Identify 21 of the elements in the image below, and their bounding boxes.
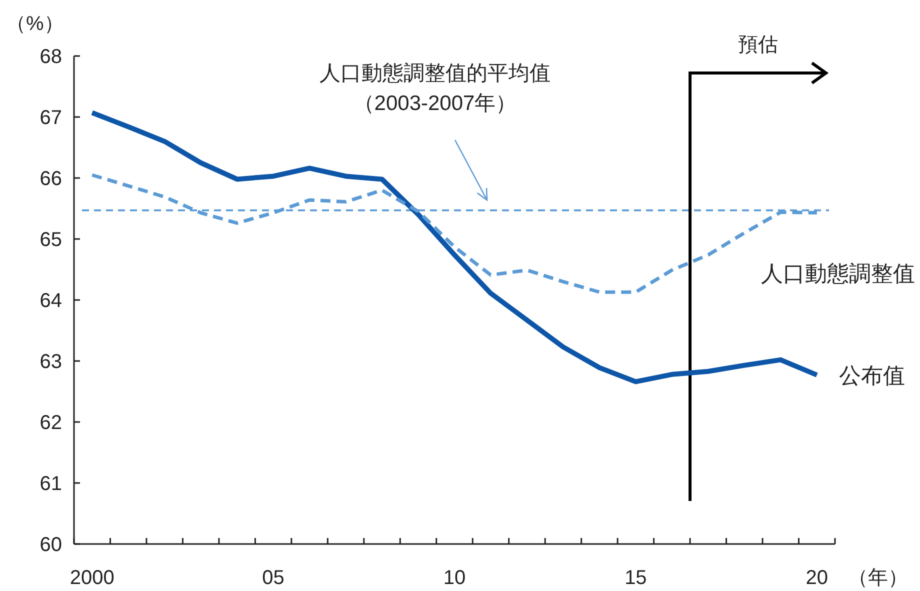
x-tick-label: 15: [624, 567, 647, 589]
y-tick-label: 67: [40, 107, 62, 129]
ref-line-label: 預估: [738, 34, 778, 56]
y-tick-label: 65: [40, 229, 62, 251]
x-tick-label: 10: [443, 567, 466, 589]
y-tick-label: 66: [40, 168, 62, 190]
x-tick-label: 20: [806, 567, 828, 589]
y-tick-label: 68: [40, 46, 62, 68]
x-axis-title: （年）: [848, 567, 908, 589]
x-tick-label: 2000: [70, 567, 114, 589]
y-tick-label: 61: [40, 473, 62, 495]
y-tick-label: 63: [40, 351, 62, 373]
y-tick-label: 60: [40, 534, 62, 556]
series-label: 公布值: [838, 363, 905, 388]
series-label: 人口動態調整值: [761, 260, 915, 286]
y-tick-label: 64: [40, 290, 62, 312]
y-tick-label: 62: [40, 412, 62, 434]
annotation: 人口動態調整值的平均值: [320, 62, 550, 85]
annotation: （2003-2007年）: [353, 92, 517, 115]
x-tick-label: 05: [262, 567, 284, 589]
y-axis-title: （%）: [6, 13, 64, 35]
